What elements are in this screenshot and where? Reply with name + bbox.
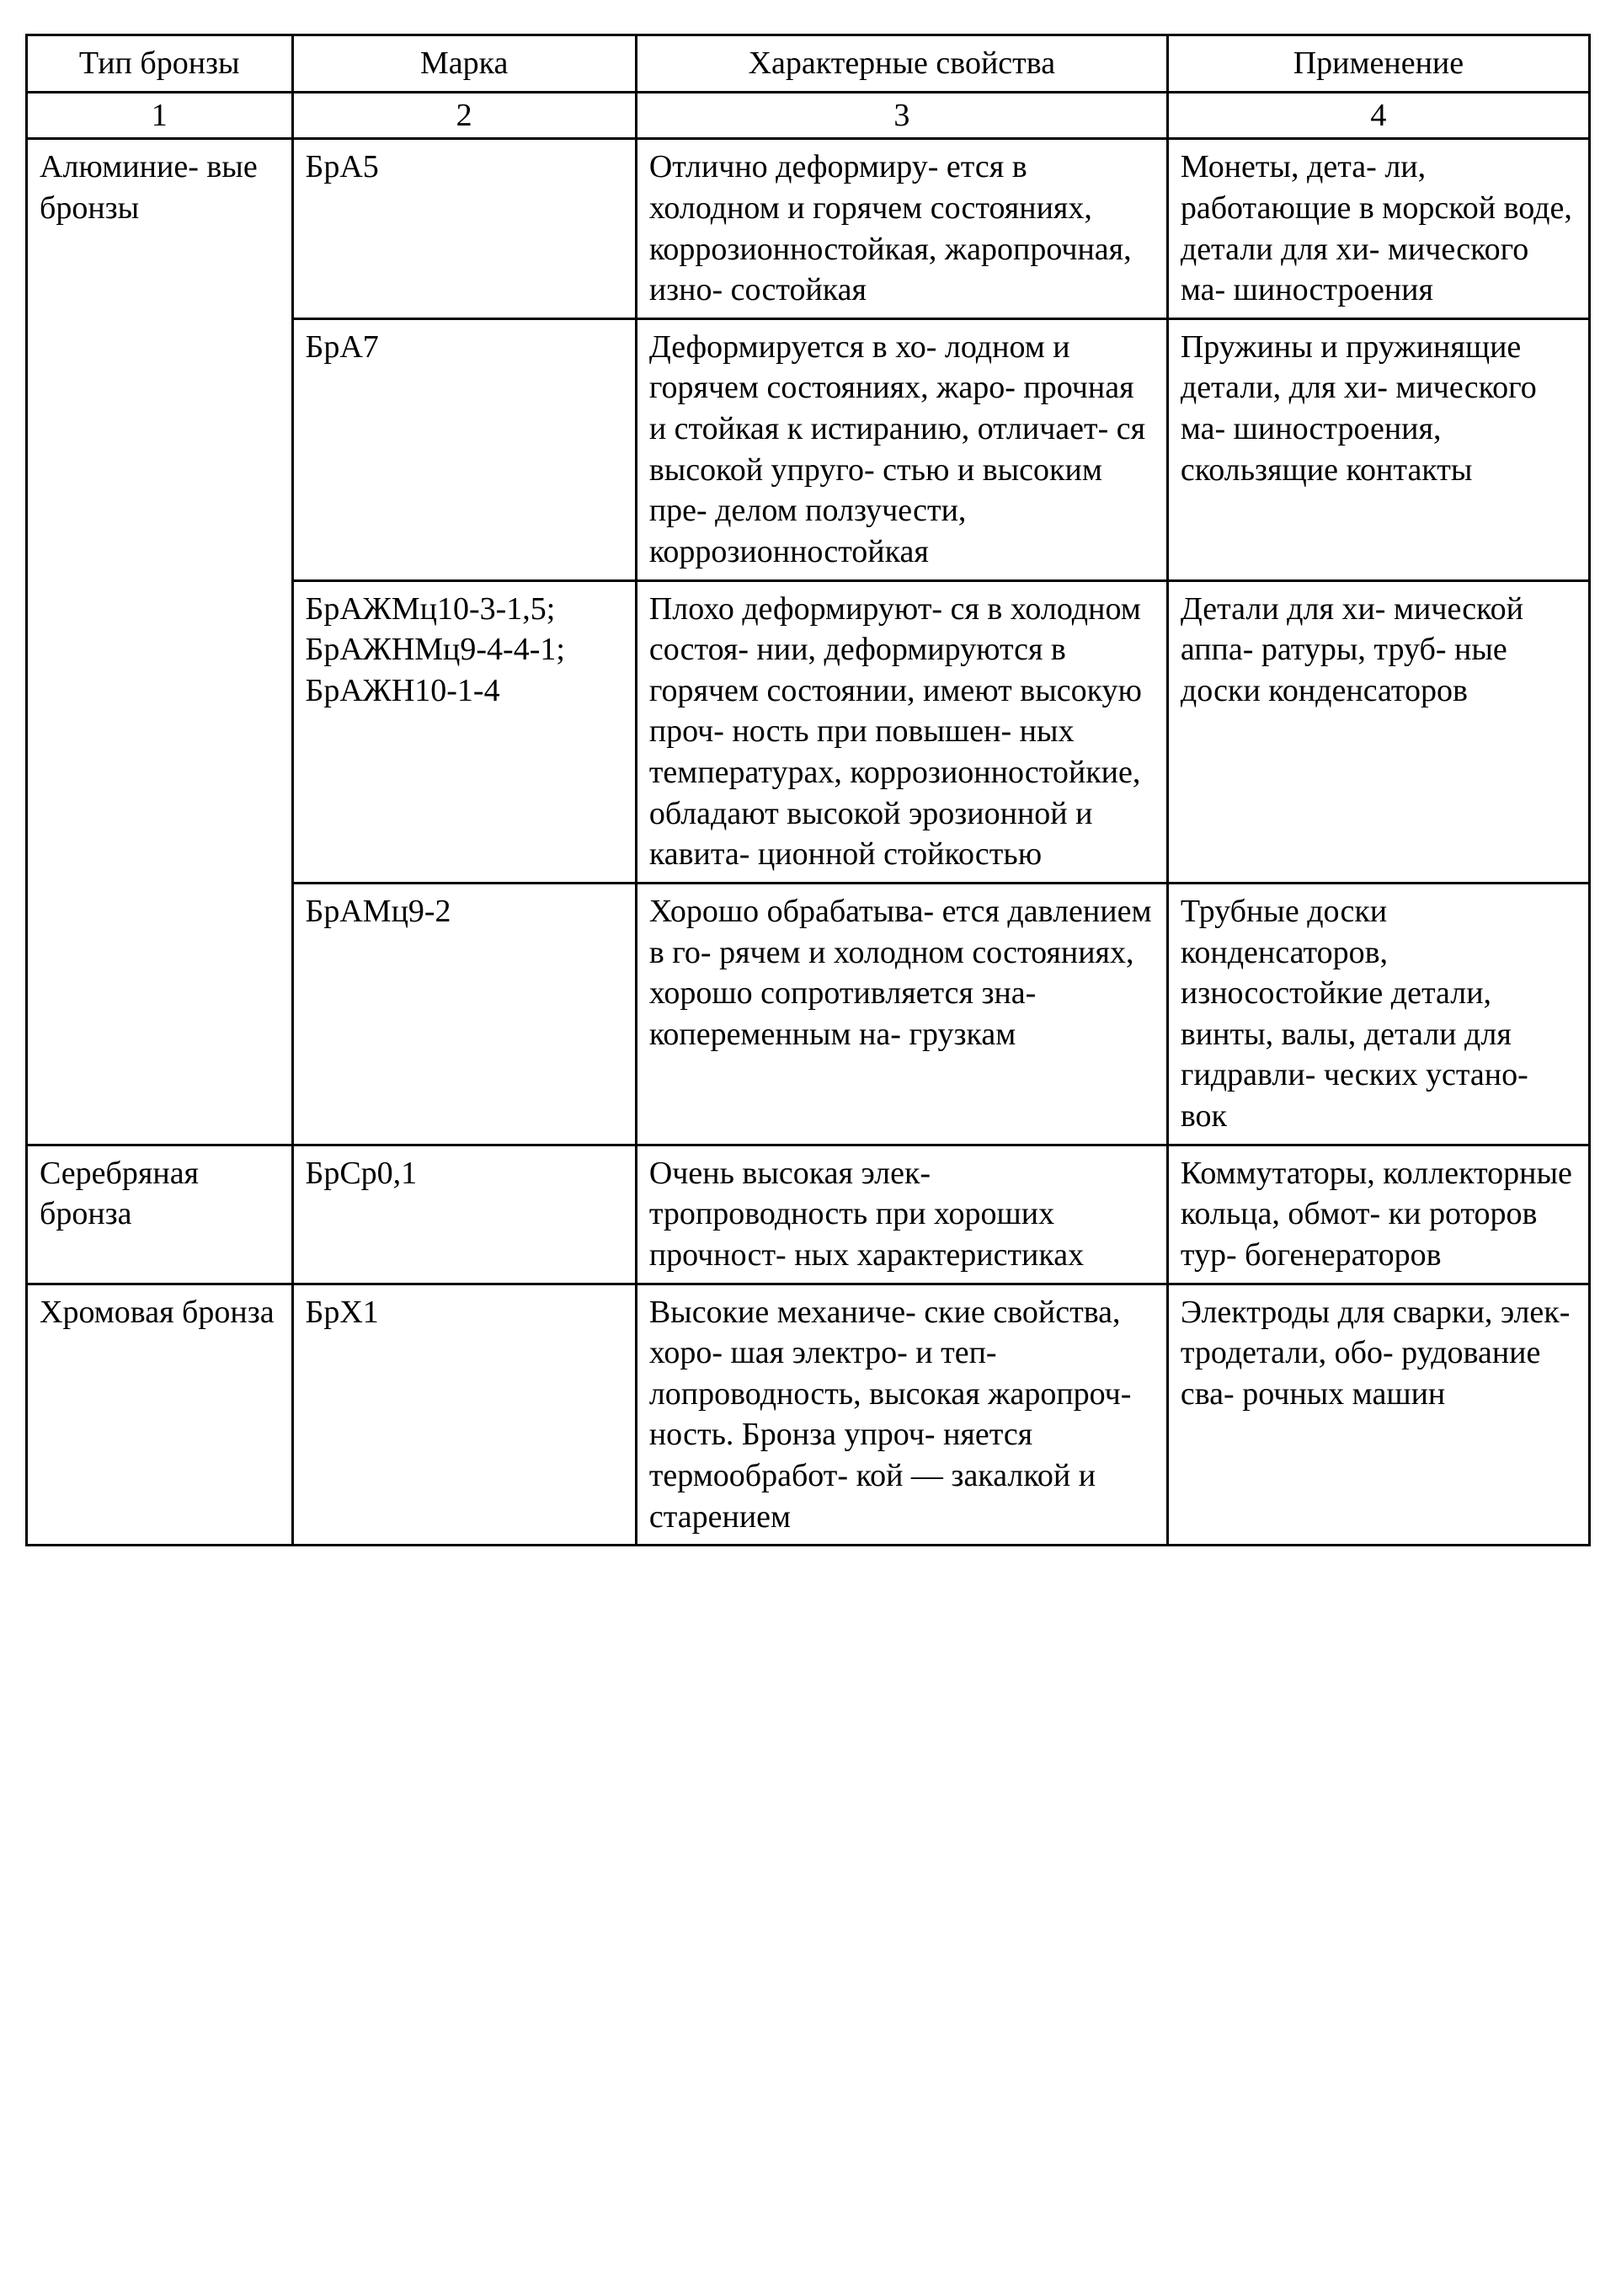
cell-type: Серебряная бронза: [27, 1145, 293, 1284]
cell-mark: БрАЖМц10-3-1,5; БрАЖНМц9-4-4-1; БрАЖН10-…: [292, 580, 636, 883]
header-use: Применение: [1167, 35, 1589, 93]
cell-use: Трубные доски конденсаторов, износостойк…: [1167, 883, 1589, 1145]
header-mark: Марка: [292, 35, 636, 93]
table-row: Хромовая бронза БрХ1 Высокие механиче- с…: [27, 1284, 1590, 1546]
cell-props: Высокие механиче- ские свойства, хоро- ш…: [636, 1284, 1167, 1546]
cell-props: Деформируется в хо- лодном и горячем сос…: [636, 318, 1167, 580]
cell-mark: БрХ1: [292, 1284, 636, 1546]
table-row: Алюминие- вые бронзы БрА5 Отлично деформ…: [27, 139, 1590, 319]
cell-mark: БрА7: [292, 318, 636, 580]
cell-use: Коммутаторы, коллекторные кольца, обмот-…: [1167, 1145, 1589, 1284]
number-row: 1 2 3 4: [27, 92, 1590, 139]
cell-mark: БрА5: [292, 139, 636, 319]
colnum-1: 1: [27, 92, 293, 139]
cell-use: Детали для хи- мической аппа- ратуры, тр…: [1167, 580, 1589, 883]
cell-type: Алюминие- вые бронзы: [27, 139, 293, 1145]
cell-props: Отлично деформиру- ется в холодном и гор…: [636, 139, 1167, 319]
colnum-3: 3: [636, 92, 1167, 139]
cell-props: Хорошо обрабатыва- ется давлением в го- …: [636, 883, 1167, 1145]
cell-use: Пружины и пружинящие детали, для хи- мич…: [1167, 318, 1589, 580]
cell-use: Монеты, дета- ли, работающие в морской в…: [1167, 139, 1589, 319]
cell-props: Плохо деформируют- ся в холодном состоя-…: [636, 580, 1167, 883]
header-type: Тип бронзы: [27, 35, 293, 93]
header-row: Тип бронзы Марка Характерные свойства Пр…: [27, 35, 1590, 93]
cell-mark: БрСр0,1: [292, 1145, 636, 1284]
table-row: Серебряная бронза БрСр0,1 Очень высокая …: [27, 1145, 1590, 1284]
header-props: Характерные свойства: [636, 35, 1167, 93]
cell-mark: БрАМц9-2: [292, 883, 636, 1145]
bronze-table: Тип бронзы Марка Характерные свойства Пр…: [25, 34, 1591, 1546]
colnum-4: 4: [1167, 92, 1589, 139]
colnum-2: 2: [292, 92, 636, 139]
cell-type: Хромовая бронза: [27, 1284, 293, 1546]
cell-use: Электроды для сварки, элек- тродетали, о…: [1167, 1284, 1589, 1546]
cell-props: Очень высокая элек- тропроводность при х…: [636, 1145, 1167, 1284]
